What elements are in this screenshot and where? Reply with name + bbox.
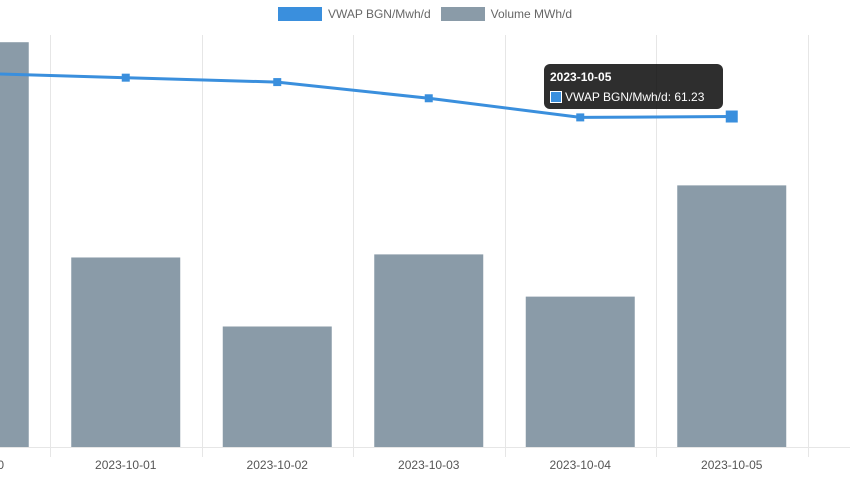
legend-item-volume[interactable]: Volume MWh/d <box>440 7 573 21</box>
volume-bar[interactable] <box>222 326 332 447</box>
x-tick-label: 2023-10-03 <box>398 458 460 472</box>
volume-bars <box>0 42 787 448</box>
volume-bar[interactable] <box>525 296 635 447</box>
x-tick-label: 2023-10-01 <box>95 458 157 472</box>
vwap-point[interactable] <box>121 73 130 82</box>
x-tick-label: 0 <box>0 458 4 472</box>
tooltip-title: 2023-10-05 <box>550 70 612 84</box>
vwap-line <box>0 72 732 119</box>
chart-tooltip: 2023-10-05 VWAP BGN/Mwh/d: 61.23 <box>544 64 723 109</box>
tooltip-body: VWAP BGN/Mwh/d: 61.23 <box>550 89 717 105</box>
chart-legend: VWAP BGN/Mwh/d Volume MWh/d <box>0 7 850 21</box>
legend-label-volume: Volume MWh/d <box>490 7 573 21</box>
vwap-point[interactable] <box>273 78 282 87</box>
legend-swatch-vwap <box>277 7 322 21</box>
volume-bar[interactable] <box>0 42 29 448</box>
legend-label-vwap: VWAP BGN/Mwh/d <box>327 7 431 21</box>
tooltip-color-box <box>550 91 562 103</box>
legend-item-vwap[interactable]: VWAP BGN/Mwh/d <box>277 7 431 21</box>
vwap-line-series <box>0 72 738 123</box>
volume-bar[interactable] <box>71 257 181 447</box>
vwap-point[interactable] <box>424 94 433 103</box>
x-tick-label: 2023-10-05 <box>701 458 763 472</box>
volume-bar[interactable] <box>374 254 484 447</box>
tooltip-text: VWAP BGN/Mwh/d: 61.23 <box>565 90 705 104</box>
x-tick-label: 2023-10-02 <box>247 458 309 472</box>
x-axis: 0 2023-10-01 2023-10-02 2023-10-03 2023-10-0… <box>0 458 763 472</box>
vwap-point-active[interactable] <box>725 110 738 123</box>
vwap-point[interactable] <box>576 113 585 122</box>
x-tick-label: 2023-10-04 <box>550 458 612 472</box>
volume-bar[interactable] <box>677 185 787 447</box>
legend-swatch-volume <box>440 7 485 21</box>
